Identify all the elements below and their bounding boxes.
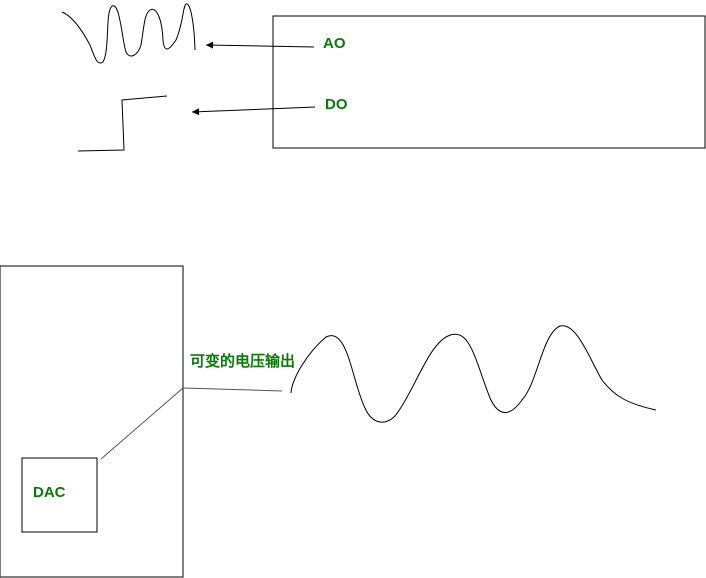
do-arrow xyxy=(191,106,316,116)
ao-label: AO xyxy=(323,35,346,52)
ao-arrow xyxy=(205,41,315,49)
device-box-bottom xyxy=(0,265,184,578)
analog-waveform-small xyxy=(61,3,196,64)
variable-voltage-label: 可变的电压输出 xyxy=(190,352,295,370)
dac-box xyxy=(21,457,98,533)
digital-step-waveform xyxy=(77,95,168,152)
dac-label: DAC xyxy=(33,484,66,501)
variable-voltage-waveform xyxy=(290,325,657,423)
do-label: DO xyxy=(325,96,348,113)
output-connector-line xyxy=(182,387,283,392)
device-box-top xyxy=(272,15,706,149)
dac-connector-line xyxy=(100,387,184,460)
